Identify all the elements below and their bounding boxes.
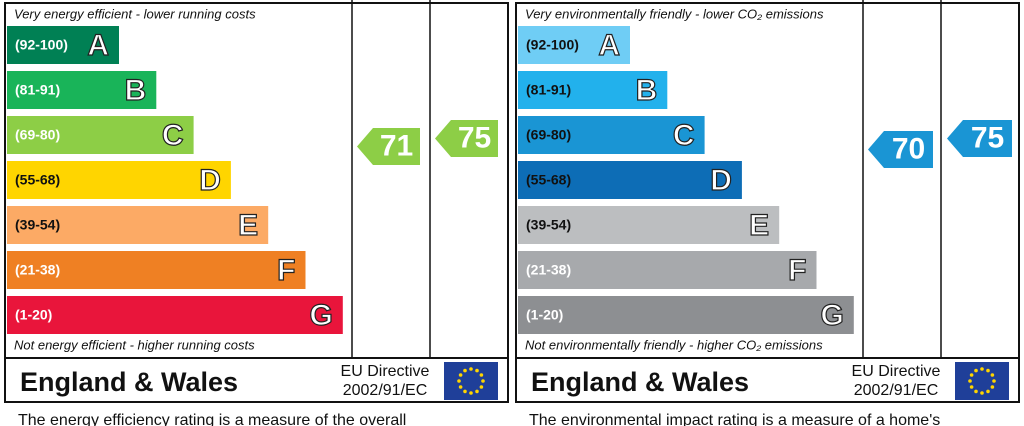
band-range: (92-100) bbox=[526, 37, 579, 53]
band-letter: G bbox=[820, 299, 843, 332]
eu-star bbox=[980, 367, 984, 371]
band-bar bbox=[7, 116, 194, 154]
band-range: (39-54) bbox=[526, 217, 571, 233]
band-bar bbox=[7, 26, 119, 64]
eu-star bbox=[458, 385, 463, 389]
band-letter: E bbox=[238, 209, 258, 242]
bottom-note: Not energy efficient - higher running co… bbox=[14, 337, 255, 352]
eu-star bbox=[475, 389, 479, 394]
band-bar bbox=[518, 296, 854, 334]
eu-star bbox=[990, 373, 995, 377]
eu-star bbox=[479, 373, 484, 377]
band-range: (92-100) bbox=[15, 37, 68, 53]
band-range: (21-38) bbox=[15, 262, 60, 278]
band-range: (81-91) bbox=[15, 82, 60, 98]
band-letter: A bbox=[87, 29, 109, 62]
eu-star bbox=[463, 368, 467, 373]
band-range: (55-68) bbox=[526, 172, 571, 188]
band-bar bbox=[518, 71, 668, 109]
eu-star bbox=[974, 389, 978, 394]
top-note: Very environmentally friendly - lower CO… bbox=[525, 6, 824, 21]
epc-panel: Very energy efficient - lower running co… bbox=[4, 0, 509, 426]
eu-star bbox=[980, 391, 984, 395]
eu-star bbox=[458, 373, 463, 377]
eu-star bbox=[969, 385, 974, 389]
band-range: (39-54) bbox=[15, 217, 60, 233]
eu-star bbox=[969, 373, 974, 377]
rating-score: 70 bbox=[892, 132, 925, 165]
eu-star bbox=[475, 368, 479, 373]
eu-star bbox=[479, 385, 484, 389]
epc-panel: Very environmentally friendly - lower CO… bbox=[515, 0, 1020, 426]
bottom-note: Not environmentally friendly - higher CO… bbox=[525, 337, 823, 352]
band-letter: C bbox=[162, 119, 184, 152]
top-note: Very energy efficient - lower running co… bbox=[14, 6, 256, 21]
eu-star bbox=[457, 379, 461, 383]
directive-code: 2002/91/EC bbox=[854, 382, 939, 399]
caption: The environmental impact rating is a mea… bbox=[529, 412, 940, 426]
band-letter: F bbox=[788, 254, 806, 287]
band-bar bbox=[7, 161, 231, 199]
directive-code: 2002/91/EC bbox=[343, 382, 428, 399]
directive: EU Directive bbox=[341, 363, 430, 380]
rating-arrow bbox=[868, 131, 933, 168]
band-letter: F bbox=[277, 254, 295, 287]
band-range: (69-80) bbox=[15, 127, 60, 143]
eu-star bbox=[990, 385, 995, 389]
eu-star bbox=[986, 389, 990, 394]
band-bar bbox=[7, 251, 306, 289]
band-range: (55-68) bbox=[15, 172, 60, 188]
band-letter: B bbox=[125, 74, 147, 107]
band-letter: D bbox=[199, 164, 221, 197]
rating-arrow bbox=[435, 120, 498, 157]
band-range: (69-80) bbox=[526, 127, 571, 143]
band-letter: G bbox=[309, 299, 332, 332]
region: England & Wales bbox=[531, 367, 749, 397]
band-range: (81-91) bbox=[526, 82, 571, 98]
band-range: (1-20) bbox=[526, 307, 563, 323]
band-bar bbox=[518, 206, 780, 244]
band-letter: C bbox=[673, 119, 695, 152]
panel-frame bbox=[4, 2, 509, 403]
rating-score: 75 bbox=[458, 121, 491, 154]
band-bar bbox=[518, 161, 742, 199]
band-letter: B bbox=[636, 74, 658, 107]
band-bar bbox=[7, 71, 157, 109]
eu-star bbox=[992, 379, 996, 383]
region: England & Wales bbox=[20, 367, 238, 397]
rating-arrow bbox=[947, 120, 1012, 157]
eu-star bbox=[974, 368, 978, 373]
eu-star bbox=[986, 368, 990, 373]
eu-star bbox=[469, 391, 473, 395]
band-letter: A bbox=[598, 29, 620, 62]
band-bar bbox=[518, 26, 630, 64]
band-range: (1-20) bbox=[15, 307, 52, 323]
band-bar bbox=[7, 206, 269, 244]
eu-star bbox=[968, 379, 972, 383]
eu-star bbox=[463, 389, 467, 394]
eu-star bbox=[481, 379, 485, 383]
band-letter: D bbox=[710, 164, 732, 197]
band-letter: E bbox=[749, 209, 769, 242]
directive: EU Directive bbox=[852, 363, 941, 380]
band-bar bbox=[7, 296, 343, 334]
eu-star bbox=[469, 367, 473, 371]
caption: The energy efficiency rating is a measur… bbox=[18, 412, 406, 426]
rating-score: 75 bbox=[971, 121, 1004, 154]
band-bar bbox=[518, 116, 705, 154]
panel-frame bbox=[515, 2, 1020, 403]
band-range: (21-38) bbox=[526, 262, 571, 278]
rating-score: 71 bbox=[380, 129, 413, 162]
band-bar bbox=[518, 251, 817, 289]
rating-arrow bbox=[357, 128, 420, 165]
